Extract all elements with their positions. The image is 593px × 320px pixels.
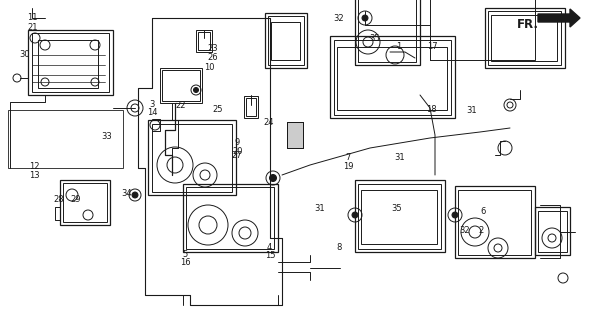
Bar bbox=[183, 184, 278, 252]
Text: 27: 27 bbox=[231, 151, 242, 160]
Bar bbox=[488, 11, 561, 65]
Text: 8: 8 bbox=[336, 243, 342, 252]
Text: 32: 32 bbox=[333, 14, 344, 23]
Bar bbox=[355, 0, 420, 65]
Bar bbox=[358, 0, 416, 62]
Text: 17: 17 bbox=[427, 42, 438, 51]
Text: 20: 20 bbox=[232, 147, 243, 156]
Text: 12: 12 bbox=[29, 162, 40, 171]
Text: 31: 31 bbox=[314, 204, 325, 213]
Circle shape bbox=[193, 87, 199, 92]
Bar bbox=[358, 184, 441, 249]
Bar bbox=[38, 40, 98, 88]
Circle shape bbox=[452, 212, 458, 218]
Text: 14: 14 bbox=[147, 108, 158, 117]
Bar bbox=[455, 186, 535, 258]
Text: 7: 7 bbox=[346, 153, 351, 162]
Bar bbox=[268, 16, 304, 65]
Text: 21: 21 bbox=[27, 23, 38, 32]
Bar bbox=[244, 96, 258, 118]
Bar bbox=[361, 190, 437, 244]
Bar bbox=[337, 47, 447, 110]
Text: 32: 32 bbox=[459, 226, 470, 235]
Bar bbox=[196, 30, 212, 52]
Text: 6: 6 bbox=[480, 207, 486, 216]
Bar bbox=[265, 13, 307, 68]
Text: 1: 1 bbox=[396, 42, 401, 51]
Text: 4: 4 bbox=[267, 243, 272, 252]
Text: 2: 2 bbox=[478, 226, 483, 235]
Bar bbox=[152, 124, 232, 192]
Bar bbox=[535, 207, 570, 255]
Text: 29: 29 bbox=[70, 195, 81, 204]
Text: 31: 31 bbox=[394, 153, 405, 162]
Text: 33: 33 bbox=[101, 132, 111, 141]
Bar bbox=[458, 190, 531, 255]
Text: 13: 13 bbox=[29, 171, 40, 180]
Bar bbox=[246, 98, 256, 116]
Bar bbox=[32, 33, 109, 92]
Circle shape bbox=[132, 192, 138, 198]
Bar bbox=[485, 8, 565, 68]
Circle shape bbox=[362, 15, 368, 21]
Bar bbox=[491, 15, 557, 61]
Bar bbox=[162, 70, 200, 101]
Bar bbox=[28, 30, 113, 95]
Text: 24: 24 bbox=[264, 118, 275, 127]
Circle shape bbox=[269, 174, 276, 181]
Text: 18: 18 bbox=[426, 105, 436, 114]
Text: 15: 15 bbox=[265, 252, 276, 260]
Text: 34: 34 bbox=[122, 189, 132, 198]
Bar bbox=[271, 22, 300, 60]
Text: 23: 23 bbox=[208, 44, 218, 53]
Text: 28: 28 bbox=[53, 195, 64, 204]
Text: 25: 25 bbox=[212, 105, 223, 114]
Bar bbox=[148, 120, 236, 195]
Bar bbox=[198, 32, 210, 50]
Text: 19: 19 bbox=[343, 162, 354, 171]
Text: 35: 35 bbox=[391, 204, 402, 213]
Polygon shape bbox=[538, 9, 580, 27]
Bar bbox=[538, 211, 567, 252]
Text: 5: 5 bbox=[183, 250, 188, 259]
Text: 16: 16 bbox=[180, 258, 190, 267]
Text: 26: 26 bbox=[208, 53, 218, 62]
Text: 9: 9 bbox=[234, 138, 240, 147]
Bar bbox=[287, 122, 303, 148]
Bar bbox=[355, 180, 445, 252]
Bar bbox=[60, 180, 110, 225]
Text: 10: 10 bbox=[205, 63, 215, 72]
Text: 31: 31 bbox=[466, 106, 477, 115]
Bar bbox=[63, 183, 107, 222]
Text: 22: 22 bbox=[176, 101, 186, 110]
Circle shape bbox=[352, 212, 358, 218]
Bar bbox=[330, 36, 455, 118]
Text: 11: 11 bbox=[27, 13, 38, 22]
Text: 35: 35 bbox=[369, 34, 380, 43]
Bar bbox=[287, 122, 303, 148]
Text: FR.: FR. bbox=[517, 18, 539, 31]
Bar bbox=[160, 68, 202, 103]
Bar bbox=[8, 110, 123, 168]
Bar bbox=[334, 40, 451, 115]
Bar bbox=[430, 0, 535, 60]
Bar bbox=[186, 187, 274, 249]
Text: 30: 30 bbox=[20, 50, 30, 59]
Text: 3: 3 bbox=[149, 100, 155, 109]
